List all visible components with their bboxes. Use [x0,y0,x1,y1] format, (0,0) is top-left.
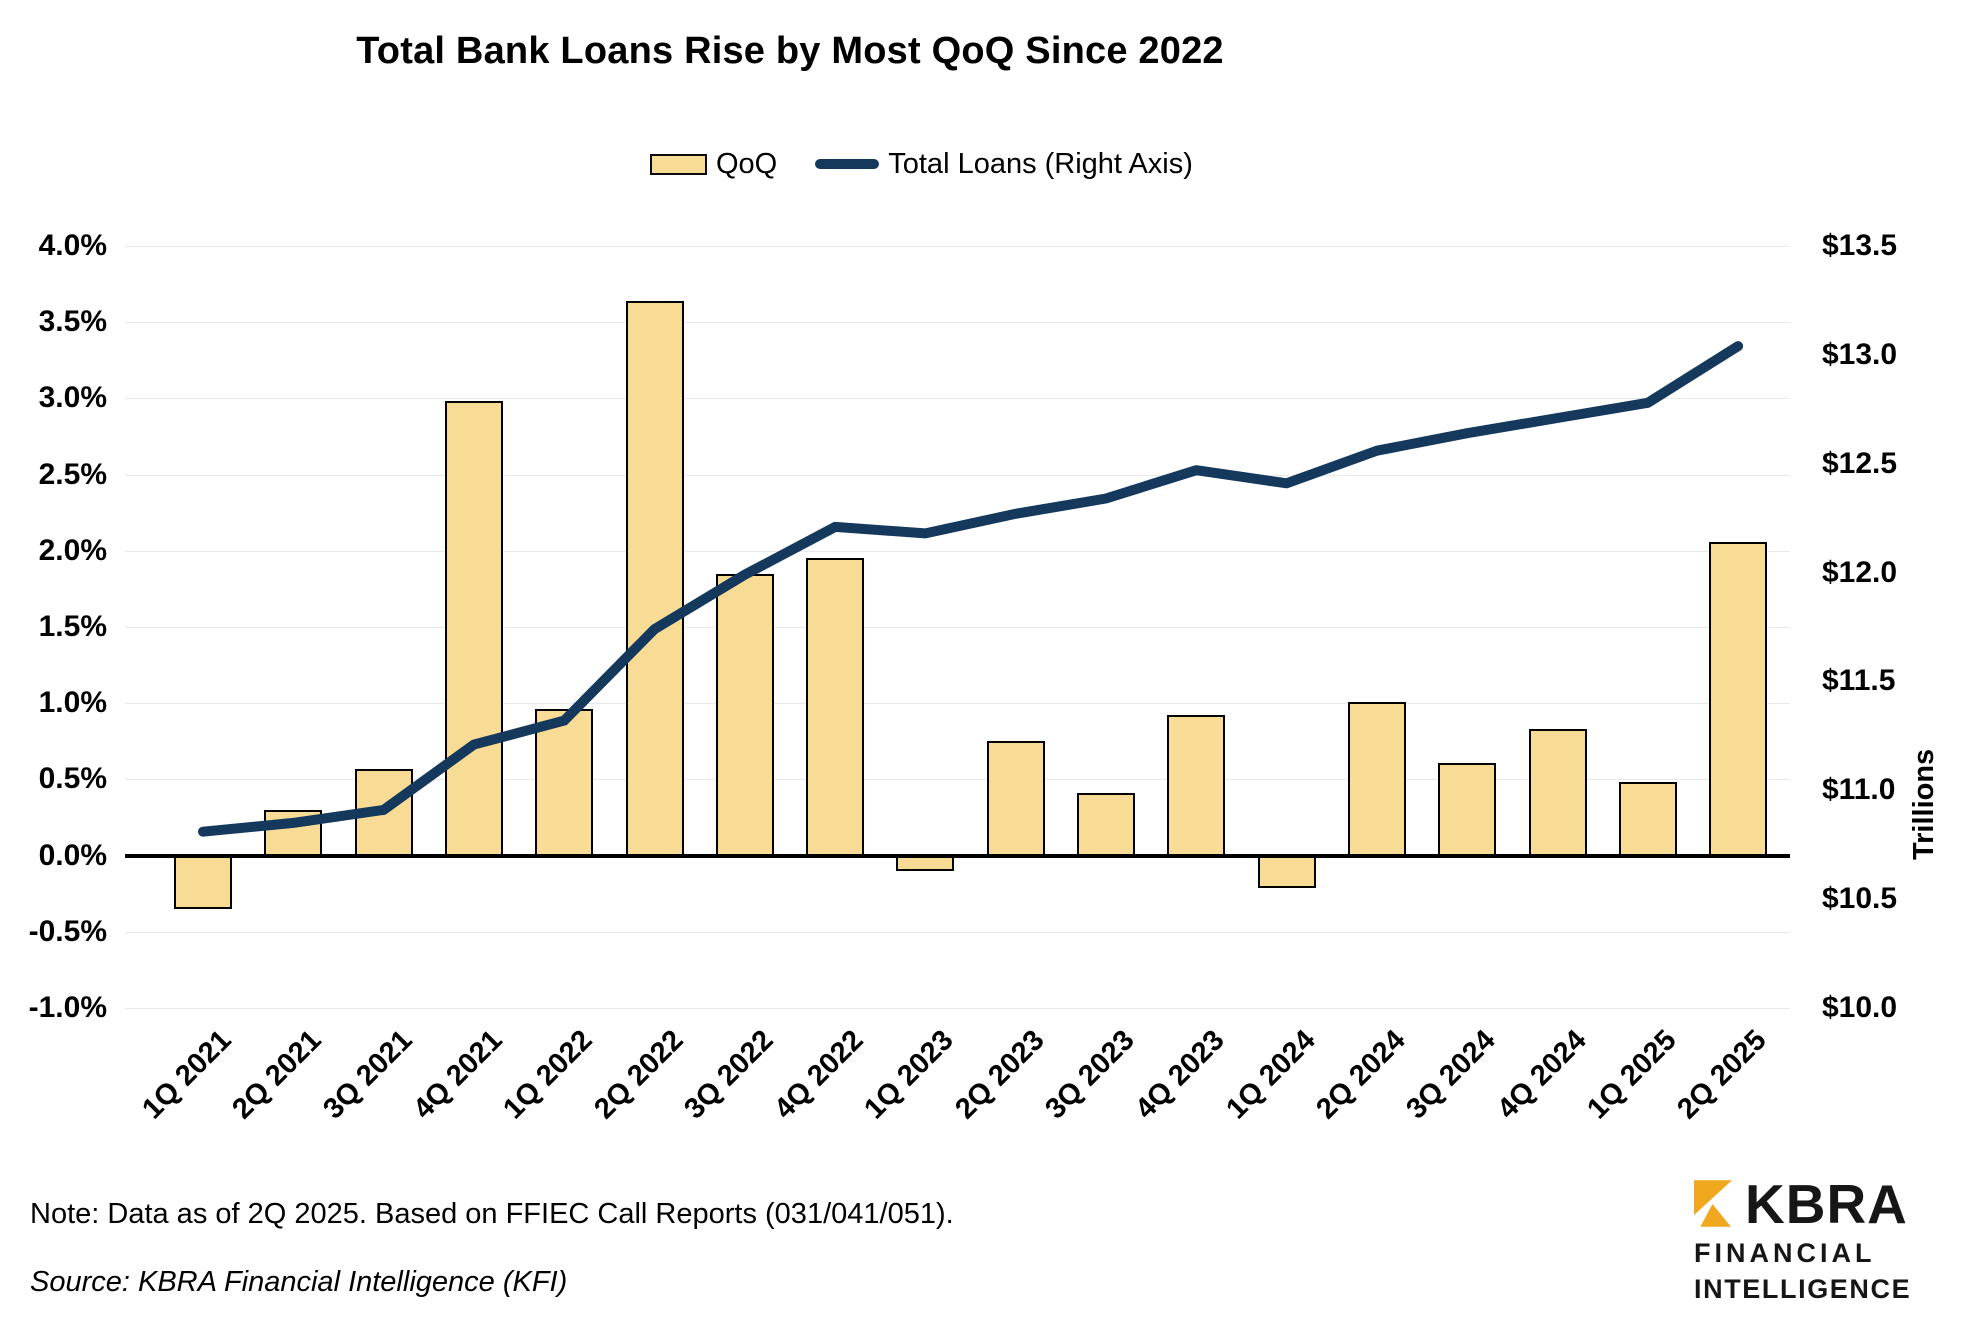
source-text: Source: KBRA Financial Intelligence (KFI… [30,1266,568,1298]
left-axis-tick: -0.5% [28,914,107,948]
gridline [125,931,1790,933]
x-tick-label: 3Q 2023 [1039,1024,1141,1126]
legend: QoQ Total Loans (Right Axis) [650,148,1193,180]
right-axis-tick: $10.0 [1822,991,1898,1024]
kbra-logo-financial: FINANCIAL [1694,1238,1876,1268]
x-tick-label: 3Q 2022 [678,1024,780,1126]
left-axis-tick: 1.0% [38,686,107,720]
gridline [125,1008,1790,1009]
right-axis-tick: $12.5 [1822,446,1898,480]
right-axis-tick: $13.0 [1822,337,1898,371]
qoq-bar [1618,782,1677,856]
right-axis-tick: $12.0 [1822,555,1898,589]
total-loans-legend-swatch [815,159,880,169]
x-tick-label: 1Q 2025 [1581,1024,1683,1126]
gridline [125,627,1790,628]
note-text: Note: Data as of 2Q 2025. Based on FFIEC… [30,1198,954,1230]
qoq-legend-label: QoQ [716,147,778,180]
x-tick-label: 2Q 2024 [1310,1024,1412,1126]
left-axis-tick: 3.0% [38,381,107,415]
kbra-logo: KBRA FINANCIAL INTELLIGENCE [1694,1173,1912,1305]
gridline [125,474,1790,476]
total-loans-legend-label: Total Loans (Right Axis) [888,147,1193,180]
right-axis-tick: $10.5 [1822,882,1898,916]
total-loans-line [198,341,1744,837]
kbra-logo-intelligence: INTELLIGENCE [1694,1274,1912,1304]
qoq-bar [1438,762,1497,856]
x-tick-label: 1Q 2021 [136,1024,238,1126]
left-axis-tick: 1.5% [38,610,107,643]
kbra-k-icon [1694,1180,1732,1227]
gridline [125,246,1790,247]
left-axis-tick: 4.0% [38,229,107,262]
left-axis-tick: 3.5% [38,305,107,339]
left-axis-tick: -1.0% [28,991,107,1024]
gridline [125,398,1790,400]
qoq-bar [1347,701,1406,856]
qoq-legend-swatch [650,153,707,175]
qoq-bar [1077,793,1135,856]
right-axis-tick: $11.5 [1822,664,1896,698]
gridline [125,322,1790,324]
left-axis-tick: 2.0% [38,533,107,567]
right-axis-tick: $13.5 [1822,229,1898,262]
plot-area [125,246,1790,1009]
zero-axis-line [125,853,1790,858]
right-axis-title: Trillions [1908,748,1940,860]
qoq-bar [1257,855,1316,888]
qoq-bar [806,558,865,856]
right-axis-tick: $11.0 [1822,773,1896,807]
left-axis-tick: 0.5% [38,762,107,796]
chart-title: Total Bank Loans Rise by Most QoQ Since … [356,30,1224,72]
gridline [125,703,1790,705]
gridline [125,779,1790,781]
left-axis-tick: 0.0% [38,838,107,872]
qoq-bar [1709,541,1768,856]
qoq-bar [715,573,774,856]
kbra-logo-text: KBRA [1745,1173,1908,1235]
qoq-bar [174,855,232,909]
gridline [125,550,1790,552]
qoq-bar [1528,729,1587,856]
qoq-bar [1167,715,1226,856]
x-tick-label: 4Q 2021 [407,1024,509,1126]
qoq-bar [444,401,503,856]
left-axis-tick: 2.5% [38,457,107,491]
